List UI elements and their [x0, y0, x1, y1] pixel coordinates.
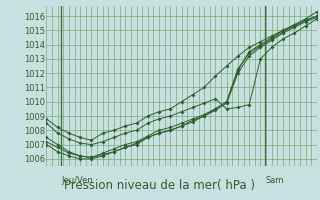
- Text: Jeu/Ven: Jeu/Ven: [61, 176, 93, 185]
- Text: Pression niveau de la mer( hPa ): Pression niveau de la mer( hPa ): [65, 179, 255, 192]
- Text: Sam: Sam: [265, 176, 284, 185]
